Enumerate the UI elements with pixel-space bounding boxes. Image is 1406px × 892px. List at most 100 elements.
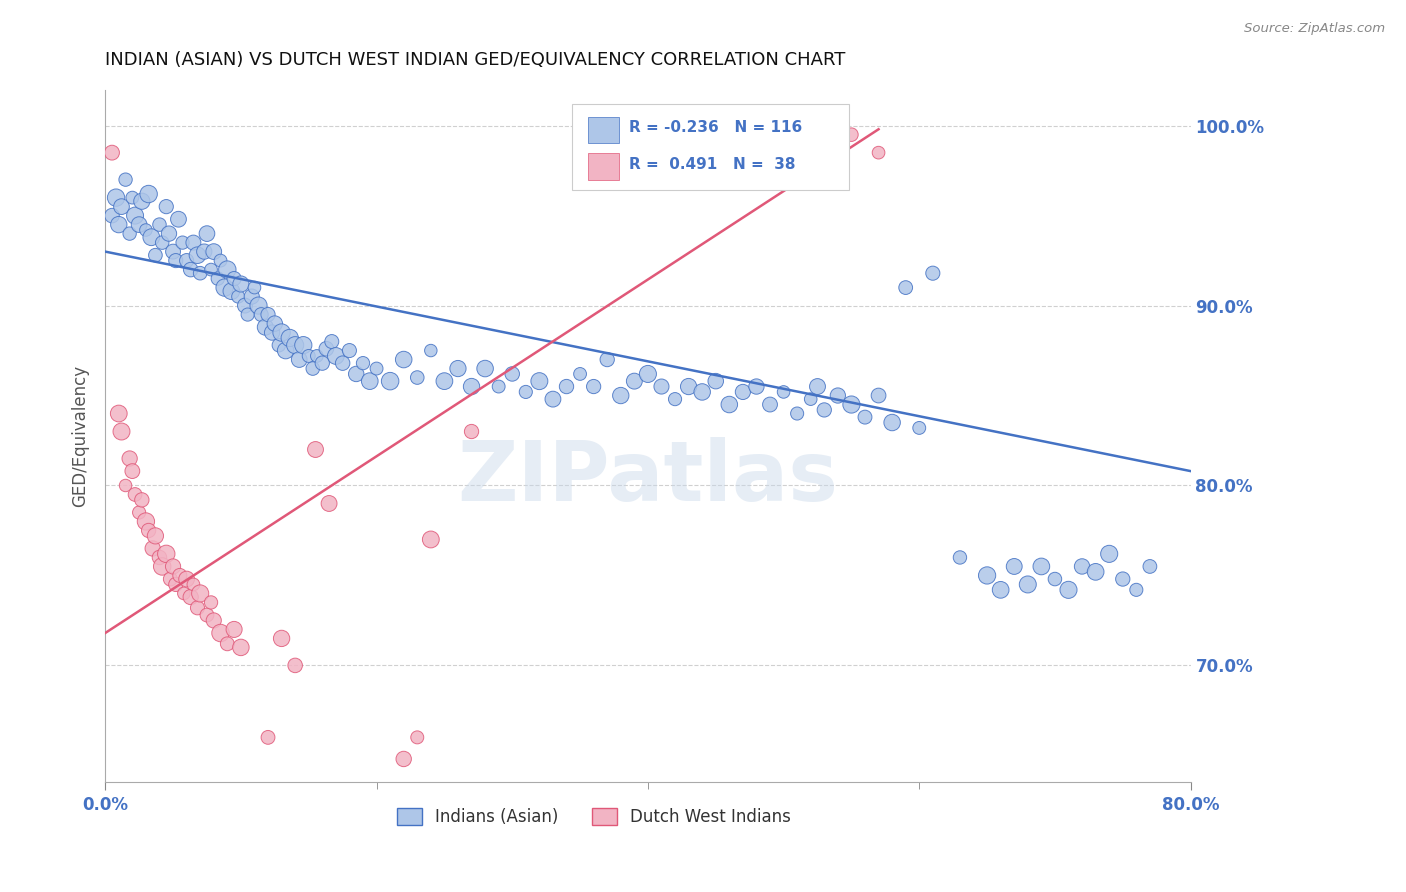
Point [155,200,177,214]
Point [110,425,132,439]
Point [101,145,124,160]
Point [176,572,198,586]
Point [378,374,401,388]
Point [650,379,672,393]
Text: Source: ZipAtlas.com: Source: ZipAtlas.com [1244,22,1385,36]
Point [138,187,160,202]
Point [392,352,415,367]
Point [474,361,496,376]
Point [1139,559,1161,574]
Point [221,284,243,298]
Legend: Indians (Asian), Dutch West Indians: Indians (Asian), Dutch West Indians [389,801,797,833]
Point [165,577,187,591]
Point [217,262,239,277]
Point [610,388,633,402]
Point [186,600,208,615]
Point [853,410,876,425]
Point [157,227,180,241]
Point [637,367,659,381]
Point [114,478,136,492]
Point [173,586,195,600]
Point [172,235,194,250]
Point [121,191,143,205]
Text: INDIAN (ASIAN) VS DUTCH WEST INDIAN GED/EQUIVALENCY CORRELATION CHART: INDIAN (ASIAN) VS DUTCH WEST INDIAN GED/… [105,51,845,69]
Point [1098,547,1121,561]
Point [243,280,266,294]
Point [188,586,211,600]
Point [180,262,202,277]
Point [270,326,292,340]
Point [515,384,537,399]
Point [786,407,808,421]
Point [555,379,578,393]
Point [392,752,415,766]
Point [274,343,297,358]
Point [678,379,700,393]
Point [301,361,323,376]
Point [200,595,222,609]
Point [240,289,263,303]
Point [1084,565,1107,579]
Point [460,379,482,393]
Point [813,403,835,417]
Point [200,262,222,277]
Point [1057,582,1080,597]
Point [183,235,205,250]
Point [226,289,249,303]
Point [142,541,165,556]
Point [257,731,280,745]
Point [806,379,828,393]
Point [488,379,510,393]
Point [908,421,931,435]
Point [250,308,273,322]
Point [921,266,943,280]
Point [868,145,890,160]
Text: R =  0.491   N =  38: R = 0.491 N = 38 [630,157,796,172]
Point [406,370,429,384]
Y-axis label: GED/Equivalency: GED/Equivalency [72,365,89,507]
Point [217,637,239,651]
Point [718,398,741,412]
Point [124,209,146,223]
Point [131,194,153,209]
Point [1043,572,1066,586]
Point [366,361,388,376]
Point [107,407,129,421]
Point [150,235,173,250]
Point [298,349,321,363]
Point [529,374,551,388]
Point [207,271,229,285]
Point [138,524,160,538]
Point [229,640,252,655]
Point [278,331,301,345]
Point [304,442,326,457]
Point [101,209,124,223]
Point [894,280,917,294]
Point [690,384,713,399]
Point [124,487,146,501]
Point [292,338,315,352]
Point [325,349,347,363]
Point [1017,577,1039,591]
Point [107,218,129,232]
Bar [588,117,619,143]
Point [359,374,381,388]
Point [1125,582,1147,597]
Point [159,572,181,586]
Point [270,632,292,646]
Point [202,244,225,259]
Point [148,550,170,565]
Point [311,356,333,370]
Point [162,244,184,259]
Point [447,361,470,376]
Point [882,416,904,430]
Point [460,425,482,439]
Point [257,308,280,322]
Point [176,253,198,268]
Point [1031,559,1053,574]
Point [118,451,141,466]
Text: ZIPatlas: ZIPatlas [457,437,838,518]
Point [827,388,849,402]
Point [868,388,890,402]
Point [596,352,619,367]
